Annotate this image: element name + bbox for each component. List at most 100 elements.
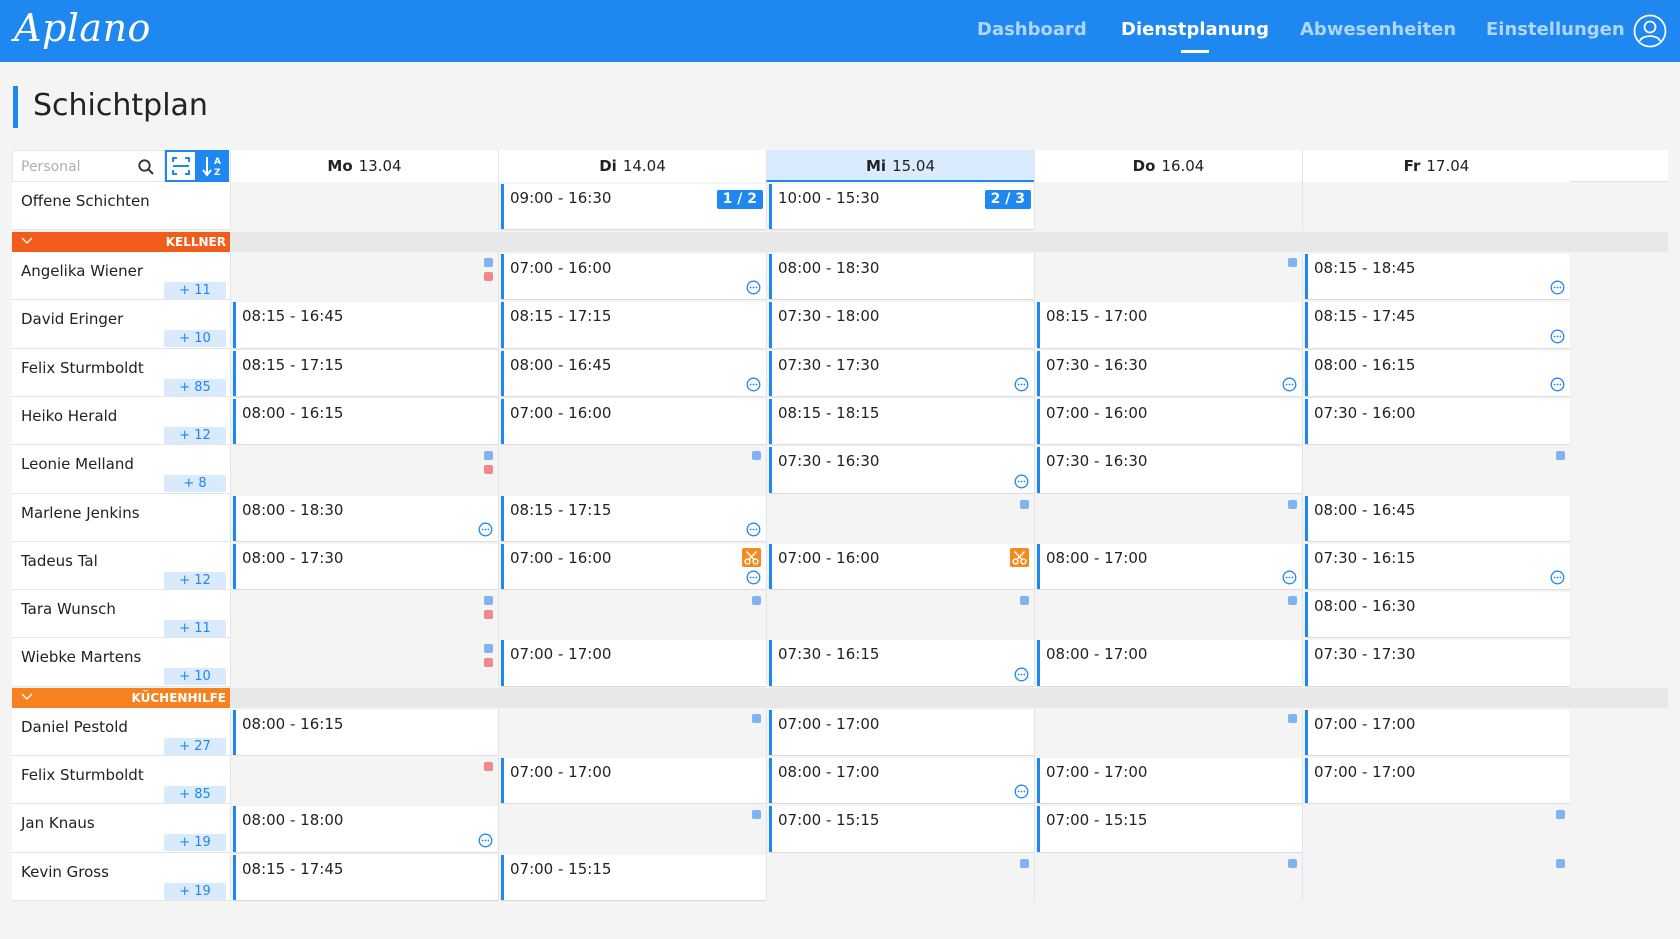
day-cell[interactable] [1302,804,1570,853]
shift-card[interactable]: 07:30 - 18:00 [769,302,1034,348]
shift-card[interactable]: 08:15 - 17:00 [1037,302,1302,348]
sort-button[interactable]: A Z [197,150,229,182]
employee-row-label[interactable]: Tara Wunsch + 11 [12,590,230,638]
employee-row-label[interactable]: Jan Knaus + 19 [12,804,230,853]
day-cell[interactable]: 07:00 - 16:00 [498,397,766,445]
user-circle-icon[interactable] [1633,14,1667,48]
shift-card[interactable]: 08:15 - 17:15 [233,351,498,396]
day-cell[interactable]: 07:30 - 16:15 [1302,542,1570,590]
comment-icon[interactable] [478,522,493,537]
day-cell[interactable]: 08:00 - 17:00 [1034,638,1302,687]
app-logo[interactable]: Aplano [14,6,151,50]
shift-card[interactable]: 08:00 - 18:00 [233,806,498,852]
day-cell[interactable]: 08:00 - 18:00 [230,804,498,853]
day-cell[interactable] [498,590,766,638]
comment-icon[interactable] [1014,377,1029,392]
shift-card[interactable]: 09:00 - 16:30 1 / 2 [501,184,766,229]
day-cell[interactable] [498,708,766,756]
shift-card[interactable]: 07:00 - 15:15 [1037,806,1302,852]
employee-row-label[interactable]: Felix Sturmboldt + 85 [12,756,230,804]
day-cell[interactable]: 08:15 - 17:15 [498,300,766,349]
comment-icon[interactable] [1550,570,1565,585]
day-cell[interactable]: 07:30 - 18:00 [766,300,1034,349]
day-cell[interactable]: 08:15 - 18:15 [766,397,1034,445]
shift-card[interactable]: 08:00 - 16:45 [1305,496,1570,541]
day-cell[interactable]: 07:00 - 16:00 [766,542,1034,590]
day-cell[interactable] [1302,853,1570,901]
shift-card[interactable]: 07:00 - 15:15 [501,855,766,900]
day-cell[interactable]: 07:30 - 16:00 [1302,397,1570,445]
day-cell[interactable]: 08:15 - 17:00 [1034,300,1302,349]
group-header-küchenhilfe[interactable]: KÜCHENHILFE [12,687,230,708]
nav-dienstplanung[interactable]: Dienstplanung [1121,19,1269,53]
employee-row-label[interactable]: Heiko Herald + 12 [12,397,230,445]
shift-card[interactable]: 08:15 - 18:45 [1305,254,1570,299]
comment-icon[interactable] [746,522,761,537]
day-cell[interactable] [230,445,498,494]
shift-card[interactable]: 07:00 - 17:00 [769,710,1034,755]
shift-card[interactable]: 07:00 - 15:15 [769,806,1034,852]
day-cell[interactable]: 07:00 - 17:00 [498,638,766,687]
day-cell[interactable] [230,756,498,804]
day-cell[interactable]: 07:30 - 16:30 [1034,445,1302,494]
comment-icon[interactable] [1014,667,1029,682]
nav-einstellungen[interactable]: Einstellungen [1486,19,1625,40]
expand-view-button[interactable] [165,150,197,182]
shift-card[interactable]: 08:00 - 16:15 [233,399,498,444]
shift-card[interactable]: 08:00 - 17:30 [233,544,498,589]
day-cell[interactable]: 08:00 - 16:15 [230,397,498,445]
day-cell[interactable]: 07:00 - 16:00 [1034,397,1302,445]
shift-card[interactable]: 08:00 - 17:00 [769,758,1034,803]
day-cell[interactable] [1034,590,1302,638]
day-cell[interactable]: 07:00 - 17:00 [1302,756,1570,804]
shift-card[interactable]: 07:30 - 16:30 [1037,447,1302,493]
shift-card[interactable]: 07:30 - 16:00 [1305,399,1570,444]
day-cell[interactable]: 08:00 - 17:30 [230,542,498,590]
shift-card[interactable]: 07:00 - 16:00 [769,544,1034,589]
nav-dashboard[interactable]: Dashboard [977,19,1087,40]
shift-card[interactable]: 08:00 - 18:30 [233,496,498,541]
shift-card[interactable]: 08:15 - 17:15 [501,302,766,348]
day-cell[interactable] [498,804,766,853]
employee-row-label[interactable]: Kevin Gross + 19 [12,853,230,901]
day-cell[interactable] [230,638,498,687]
day-cell[interactable]: 07:30 - 16:30 [766,445,1034,494]
chevron-down-icon[interactable] [21,235,33,247]
comment-icon[interactable] [1014,784,1029,799]
day-cell[interactable]: 08:00 - 18:30 [766,252,1034,300]
shift-card[interactable]: 07:30 - 17:30 [1305,640,1570,686]
shift-card[interactable]: 08:00 - 16:15 [1305,351,1570,396]
shift-card[interactable]: 07:30 - 17:30 [769,351,1034,396]
employee-row-label[interactable]: Marlene Jenkins [12,494,230,542]
day-cell[interactable] [1034,853,1302,901]
shift-card[interactable]: 08:00 - 16:15 [233,710,498,755]
shift-card[interactable]: 07:00 - 16:00 [501,254,766,299]
employee-row-label[interactable]: Angelika Wiener + 11 [12,252,230,300]
day-cell[interactable]: 07:00 - 16:00 [498,252,766,300]
shift-card[interactable]: 10:00 - 15:30 2 / 3 [769,184,1034,229]
day-cell[interactable]: 08:00 - 17:00 [766,756,1034,804]
shift-card[interactable]: 07:00 - 16:00 [501,544,766,589]
day-cell[interactable] [230,590,498,638]
day-cell[interactable]: 07:00 - 15:15 [1034,804,1302,853]
shift-card[interactable]: 07:00 - 17:00 [1305,710,1570,755]
day-cell[interactable]: 07:30 - 17:30 [1302,638,1570,687]
day-cell[interactable] [1302,445,1570,494]
shift-card[interactable]: 08:00 - 18:30 [769,254,1034,299]
day-cell[interactable]: 08:15 - 16:45 [230,300,498,349]
comment-icon[interactable] [1550,377,1565,392]
day-cell[interactable]: 08:15 - 18:45 [1302,252,1570,300]
employee-row-label[interactable]: David Eringer + 10 [12,300,230,349]
day-cell[interactable]: 07:00 - 15:15 [766,804,1034,853]
shift-card[interactable]: 07:00 - 17:00 [1037,758,1302,803]
shift-card[interactable]: 07:00 - 17:00 [1305,758,1570,803]
shift-card[interactable]: 07:30 - 16:30 [769,447,1034,493]
shift-card[interactable]: 07:00 - 16:00 [1037,399,1302,444]
day-cell[interactable]: 08:00 - 16:30 [1302,590,1570,638]
comment-icon[interactable] [1014,474,1029,489]
comment-icon[interactable] [1550,280,1565,295]
day-cell[interactable] [766,494,1034,542]
day-cell[interactable]: 08:00 - 16:15 [1302,349,1570,397]
day-cell[interactable]: 07:00 - 17:00 [498,756,766,804]
day-cell[interactable]: 08:15 - 17:45 [1302,300,1570,349]
